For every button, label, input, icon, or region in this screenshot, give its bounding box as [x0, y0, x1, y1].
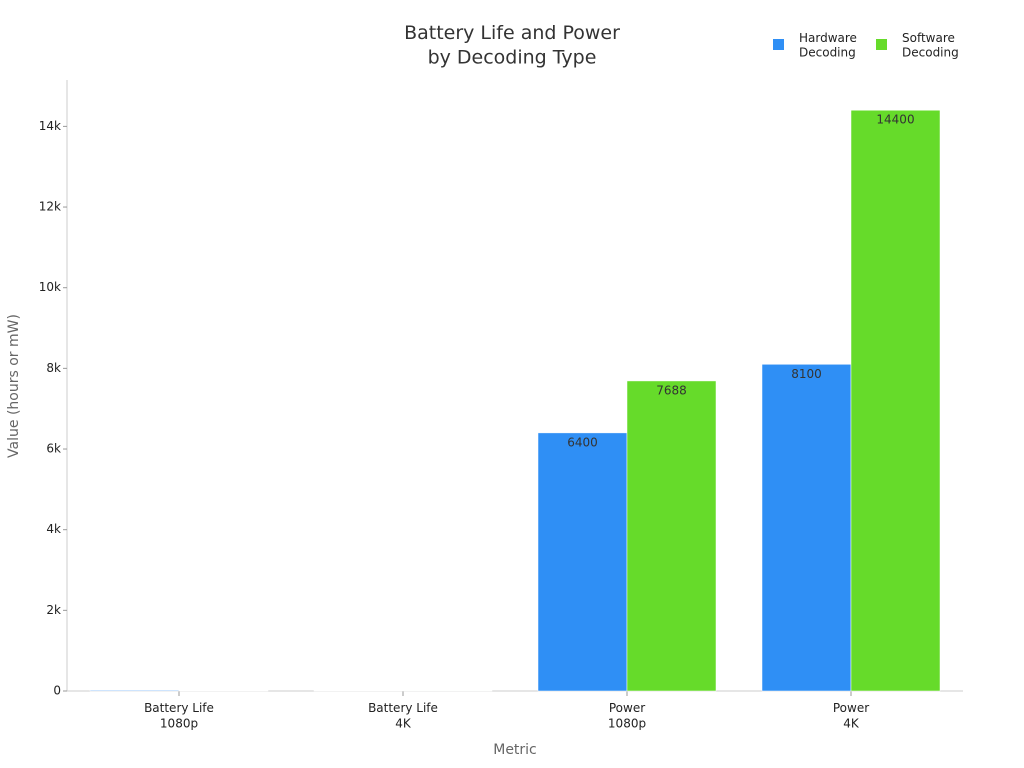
y-tick-label: 0 — [53, 684, 61, 698]
x-tick-label: Battery Life 1080p — [144, 701, 214, 731]
bar — [761, 364, 852, 692]
x-axis-title: Metric — [493, 742, 537, 758]
x-tick-label: Power 4K — [833, 701, 869, 731]
y-tick-label: 14k — [39, 119, 61, 133]
y-tick-label: 8k — [46, 361, 61, 375]
bar — [537, 432, 628, 692]
value-label: 14400 — [876, 113, 914, 127]
y-tick-label: 2k — [46, 603, 61, 617]
legend-swatch — [876, 39, 887, 50]
y-tick-label: 4k — [46, 522, 61, 536]
y-axis-title: Value (hours or mW) — [6, 314, 22, 458]
bar — [626, 380, 717, 692]
legend-swatch — [773, 39, 784, 50]
y-tick-label: 6k — [46, 442, 61, 456]
x-tick-label: Power 1080p — [608, 701, 646, 731]
value-label: 6400 — [567, 435, 598, 449]
value-label: 7688 — [656, 383, 687, 397]
x-tick-label: Battery Life 4K — [368, 701, 438, 731]
chart-title: Battery Life and Power by Decoding Type — [404, 22, 620, 69]
legend-label: Hardware Decoding — [799, 31, 857, 59]
y-tick-label: 10k — [39, 280, 61, 294]
value-label: 8100 — [791, 367, 822, 381]
y-tick-label: 12k — [39, 200, 61, 214]
bar — [89, 690, 180, 692]
legend-label: Software Decoding — [902, 31, 959, 59]
bar — [850, 109, 941, 692]
